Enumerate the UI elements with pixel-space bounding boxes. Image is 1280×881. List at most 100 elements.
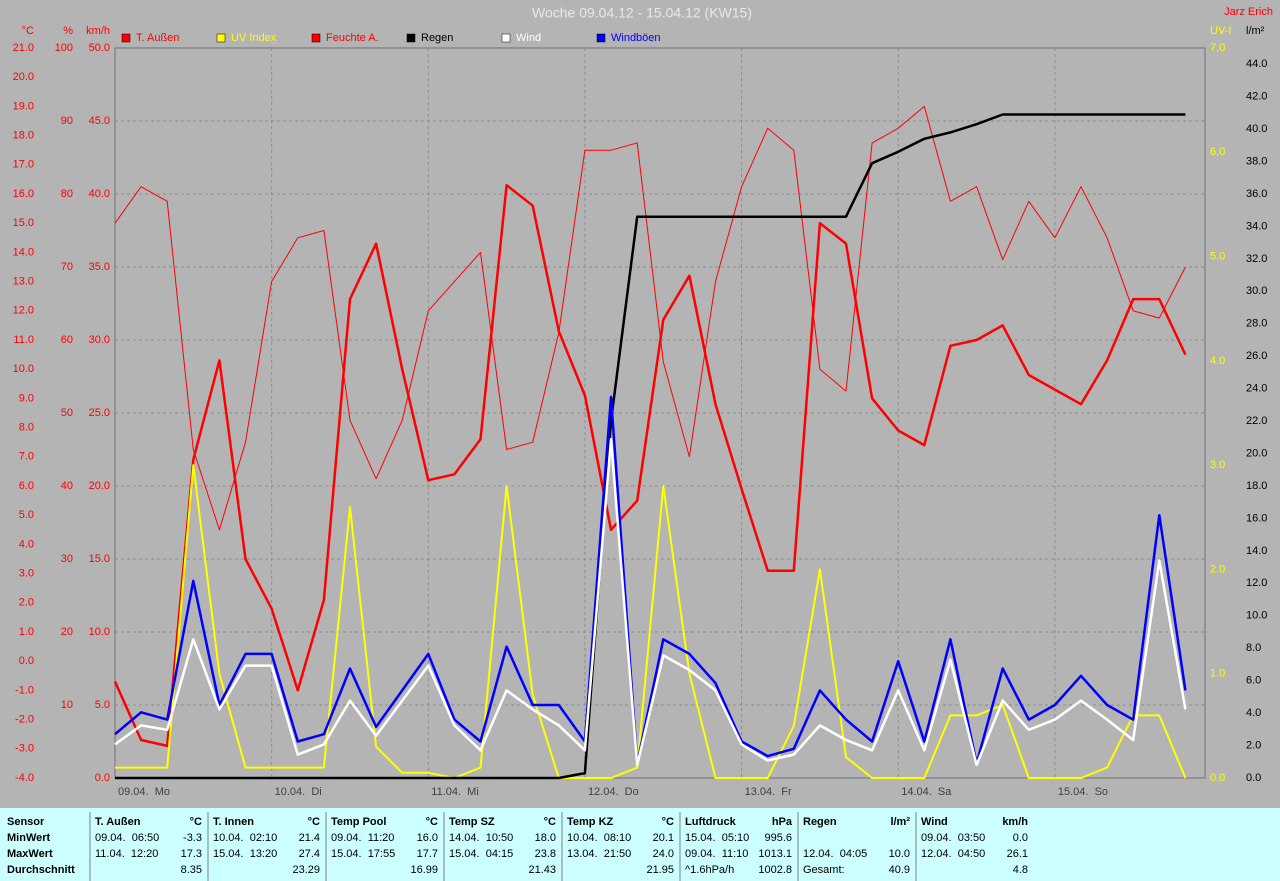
y-tick-label: 9.0 xyxy=(19,392,34,404)
y-tick-label: 28.0 xyxy=(1246,318,1267,330)
column-unit: °C xyxy=(426,816,438,828)
y-tick-label: 35.0 xyxy=(89,261,110,273)
cell-value: 16.99 xyxy=(410,864,438,876)
y-tick-label: 30.0 xyxy=(1246,285,1267,297)
column-title: T. Außen xyxy=(95,816,141,828)
y-tick-label: 8.0 xyxy=(19,422,34,434)
y-tick-label: 40 xyxy=(61,480,73,492)
y-tick-label: 60 xyxy=(61,334,73,346)
y-tick-label: 12.0 xyxy=(13,305,34,317)
cell-value: 0.0 xyxy=(1013,832,1028,844)
y-tick-label: 32.0 xyxy=(1246,253,1267,265)
y-tick-label: 16.0 xyxy=(13,188,34,200)
legend-swatch xyxy=(216,33,226,43)
y-tick-label: 4.0 xyxy=(19,538,34,550)
cell-value: 1002.8 xyxy=(758,864,792,876)
cell-value: 18.0 xyxy=(535,832,556,844)
y-tick-label: 80 xyxy=(61,188,73,200)
y-tick-label: 18.0 xyxy=(1246,480,1267,492)
row-label: MinWert xyxy=(7,832,51,844)
cell-value: 4.8 xyxy=(1013,864,1028,876)
cell-value: 17.3 xyxy=(181,848,202,860)
y-tick-label: -2.0 xyxy=(15,714,34,726)
legend-swatch xyxy=(501,33,511,43)
y-tick-label: 20.0 xyxy=(89,480,110,492)
column-title: T. Innen xyxy=(213,816,254,828)
cell-time: 12.04. 04:50 xyxy=(921,848,985,860)
axis-unit: °C xyxy=(22,25,34,37)
cell-time: ^1.6hPa/h xyxy=(685,864,734,876)
legend-swatch xyxy=(121,33,131,43)
legend-label: Windböen xyxy=(611,32,661,44)
y-tick-label: 44.0 xyxy=(1246,58,1267,70)
column-unit: °C xyxy=(308,816,320,828)
y-tick-label: 2.0 xyxy=(1210,563,1225,575)
cell-value: 1013.1 xyxy=(758,848,792,860)
legend-swatch xyxy=(596,33,606,43)
y-tick-label: 14.0 xyxy=(1246,545,1267,557)
y-tick-label: 0.0 xyxy=(1210,772,1225,784)
axis-unit: UV-I xyxy=(1210,25,1231,37)
x-tick-label: 09.04. Mo xyxy=(118,786,170,798)
series-line xyxy=(115,464,1187,779)
y-tick-label: 20.0 xyxy=(13,71,34,83)
legend-label: Regen xyxy=(421,32,453,44)
y-tick-label: 50.0 xyxy=(89,42,110,54)
cell-value: 10.0 xyxy=(889,848,910,860)
y-tick-label: 17.0 xyxy=(13,159,34,171)
x-tick-label: 14.04. Sa xyxy=(901,786,952,798)
y-tick-label: 4.0 xyxy=(1210,355,1225,367)
axis-unit: l/m² xyxy=(1246,25,1265,37)
y-tick-label: 19.0 xyxy=(13,100,34,112)
y-tick-label: 3.0 xyxy=(19,568,34,580)
stats-panel xyxy=(0,808,1280,881)
series-line xyxy=(114,438,1187,767)
cell-time: 09.04. 06:50 xyxy=(95,832,159,844)
column-unit: hPa xyxy=(772,816,793,828)
legend-label: Feuchte A. xyxy=(326,32,379,44)
y-tick-label: 0.0 xyxy=(95,772,110,784)
cell-value: 40.9 xyxy=(889,864,910,876)
y-tick-label: 1.0 xyxy=(19,626,34,638)
y-tick-label: 0.0 xyxy=(1246,772,1261,784)
y-tick-label: 30.0 xyxy=(89,334,110,346)
y-tick-label: 10.0 xyxy=(89,626,110,638)
axis-unit: km/h xyxy=(86,25,110,37)
y-tick-label: 0.0 xyxy=(19,655,34,667)
y-tick-label: -3.0 xyxy=(15,743,34,755)
y-tick-label: 13.0 xyxy=(13,276,34,288)
cell-time: 15.04. 13:20 xyxy=(213,848,277,860)
y-tick-label: 2.0 xyxy=(19,597,34,609)
cell-value: 16.0 xyxy=(417,832,438,844)
column-title: Temp SZ xyxy=(449,816,495,828)
cell-time: 12.04. 04:05 xyxy=(803,848,867,860)
cell-time: 09.04. 11:20 xyxy=(331,832,394,844)
y-tick-label: -1.0 xyxy=(15,684,34,696)
legend-swatch xyxy=(406,33,416,43)
cell-value: 995.6 xyxy=(764,832,792,844)
axis-unit: % xyxy=(63,25,73,37)
y-tick-label: 70 xyxy=(61,261,73,273)
cell-value: 21.4 xyxy=(299,832,320,844)
y-tick-label: 20 xyxy=(61,626,73,638)
y-tick-label: 42.0 xyxy=(1246,91,1267,103)
y-tick-label: 7.0 xyxy=(1210,42,1225,54)
chart-title: Woche 09.04.12 - 15.04.12 (KW15) xyxy=(532,5,752,21)
cell-time: 15.04. 04:15 xyxy=(449,848,513,860)
column-title: Temp Pool xyxy=(331,816,386,828)
cell-value: 21.95 xyxy=(646,864,674,876)
y-tick-label: 10.0 xyxy=(1246,610,1267,622)
y-tick-label: 5.0 xyxy=(95,699,110,711)
x-tick-label: 13.04. Fr xyxy=(745,786,792,798)
cell-time: 11.04. 12:20 xyxy=(95,848,158,860)
y-tick-label: 14.0 xyxy=(13,246,34,258)
x-tick-label: 12.04. Do xyxy=(588,786,639,798)
y-tick-label: 36.0 xyxy=(1246,188,1267,200)
column-title: Regen xyxy=(803,816,837,828)
y-tick-label: 22.0 xyxy=(1246,415,1267,427)
column-unit: °C xyxy=(190,816,202,828)
row-label: Sensor xyxy=(7,816,45,828)
column-title: Luftdruck xyxy=(685,816,737,828)
cell-value: 8.35 xyxy=(181,864,202,876)
y-tick-label: 25.0 xyxy=(89,407,110,419)
